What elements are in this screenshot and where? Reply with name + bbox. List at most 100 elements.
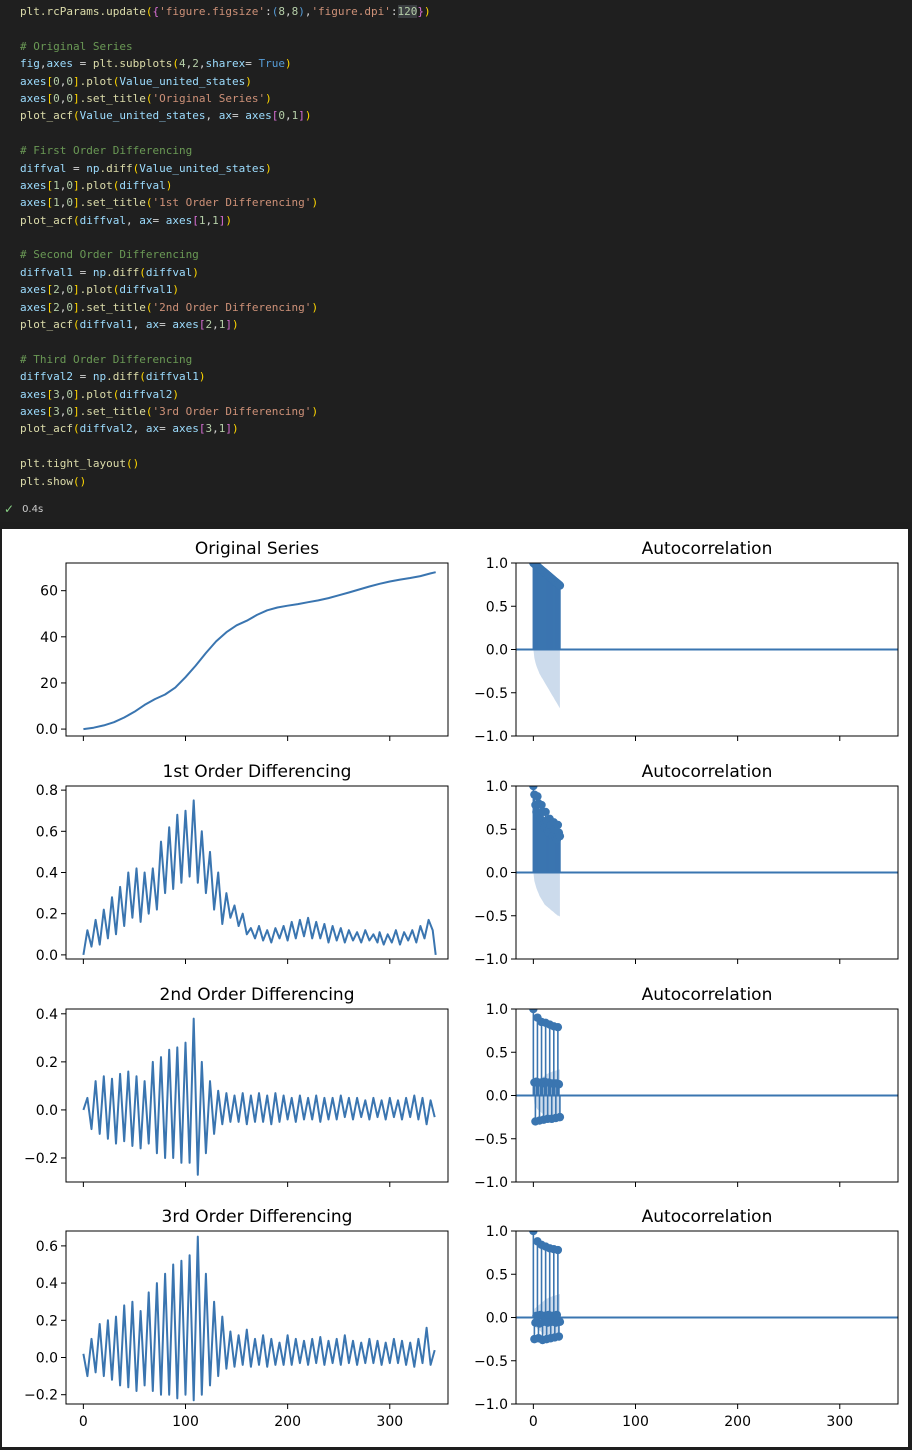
y-tick-label: 0.5 xyxy=(486,822,508,838)
code-line[interactable]: ​ xyxy=(20,333,431,350)
y-tick-label: −1.0 xyxy=(474,729,508,745)
code-cell[interactable]: plt.rcParams.update({'figure.figsize':(8… xyxy=(0,0,912,522)
series-plot: Original Series 0.0 20 40 60 xyxy=(36,539,449,741)
code-line[interactable]: axes[3,0].set_title('3rd Order Differenc… xyxy=(20,403,431,420)
code-token: , xyxy=(59,404,67,418)
code-token: , xyxy=(59,178,67,192)
code-line[interactable]: ​ xyxy=(20,20,431,37)
acf-marker xyxy=(541,807,550,817)
code-token: .plot xyxy=(79,74,113,88)
code-token: = xyxy=(72,370,93,384)
code-line[interactable]: plot_acf(diffval1, ax= axes[2,1]) xyxy=(20,316,431,333)
code-token: axes xyxy=(172,318,199,332)
code-token: [ xyxy=(198,318,206,332)
code-token: ) xyxy=(172,283,179,297)
code-token: 8 xyxy=(278,5,285,18)
code-line[interactable]: ​ xyxy=(20,229,431,246)
acf-marker xyxy=(555,831,565,841)
code-line[interactable]: plt.rcParams.update({'figure.figsize':(8… xyxy=(20,3,431,20)
code-line[interactable]: # Second Order Differencing xyxy=(20,246,431,263)
plot-area xyxy=(516,786,898,917)
code-token: 0 xyxy=(66,404,73,418)
code-token: : xyxy=(390,5,398,18)
code-token: 1 xyxy=(212,213,219,227)
code-line[interactable]: fig,axes = plt.subplots(4,2,sharex= True… xyxy=(20,55,431,72)
plot-area xyxy=(82,799,437,956)
code-line[interactable]: ​ xyxy=(20,438,431,455)
code-token: [ xyxy=(46,74,54,88)
code-editor[interactable]: plt.rcParams.update({'figure.figsize':(8… xyxy=(20,3,431,490)
code-line[interactable]: axes[3,0].plot(diffval2) xyxy=(20,386,431,403)
code-token: ( xyxy=(132,161,140,175)
code-token: np xyxy=(92,370,107,384)
code-token: 1 xyxy=(218,422,226,436)
code-token: .set_title xyxy=(79,404,146,418)
code-token: Value_united_states xyxy=(79,109,206,123)
code-token: ( xyxy=(112,387,120,401)
code-token: { xyxy=(152,5,160,18)
code-line[interactable]: # First Order Differencing xyxy=(20,142,431,159)
plot-title: Autocorrelation xyxy=(642,1207,773,1227)
x-tick-label: 200 xyxy=(724,1414,751,1430)
code-token: , xyxy=(125,213,140,227)
code-line[interactable]: # Third Order Differencing xyxy=(20,351,431,368)
acf-plot: Autocorrelation −1.0 −0.5 0.0 0.5 1.0 xyxy=(474,985,899,1191)
code-token: diffval2 xyxy=(79,422,133,436)
code-token: , xyxy=(59,74,67,88)
code-line[interactable]: diffval1 = np.diff(diffval) xyxy=(20,264,431,281)
code-line[interactable]: plot_acf(diffval, ax= axes[1,1]) xyxy=(20,212,431,229)
code-line[interactable]: axes[0,0].plot(Value_united_states) xyxy=(20,73,431,90)
y-tick-label: 1.0 xyxy=(486,1224,508,1240)
code-token: axes xyxy=(20,283,47,297)
code-line[interactable]: axes[1,0].plot(diffval) xyxy=(20,177,431,194)
code-token: () xyxy=(72,474,87,488)
code-token: .plot xyxy=(79,178,113,192)
code-line[interactable]: diffval = np.diff(Value_united_states) xyxy=(20,160,431,177)
code-line[interactable]: # Original Series xyxy=(20,38,431,55)
code-token: fig xyxy=(20,57,40,71)
code-token: ax xyxy=(139,213,153,227)
code-line[interactable]: axes[2,0].plot(diffval1) xyxy=(20,281,431,298)
code-line[interactable]: axes[1,0].set_title('1st Order Differenc… xyxy=(20,194,431,211)
code-token: axes xyxy=(165,213,193,227)
code-line[interactable]: plot_acf(Value_united_states, ax= axes[0… xyxy=(20,107,431,124)
series-line xyxy=(83,571,436,731)
code-token: = xyxy=(66,161,87,175)
code-line[interactable]: plt.show() xyxy=(20,473,431,490)
code-line[interactable]: axes[0,0].set_title('Original Series') xyxy=(20,90,431,107)
code-token: = xyxy=(72,265,93,279)
code-line[interactable]: plt.tight_layout() xyxy=(20,455,431,472)
axes-frame xyxy=(65,562,449,737)
code-token: 'Original Series' xyxy=(152,91,266,105)
y-tick-label: 0.2 xyxy=(36,1055,58,1071)
code-token: axes xyxy=(172,422,199,436)
y-tick-label: 0.0 xyxy=(486,866,508,882)
code-token: diffval2 xyxy=(119,387,173,401)
code-line[interactable]: ​ xyxy=(20,125,431,142)
code-token: = xyxy=(231,109,246,123)
matplotlib-figure: Original Series 0.0 20 40 60 Autocorrelation −… xyxy=(24,539,899,1430)
code-token: ( xyxy=(72,422,80,436)
code-token: ( xyxy=(145,404,153,418)
y-tick-label: −1.0 xyxy=(474,1175,508,1191)
code-token: axes xyxy=(20,300,47,314)
plot-title: 3rd Order Differencing xyxy=(162,1207,353,1227)
code-token: plot_acf xyxy=(20,109,73,123)
acf-marker xyxy=(529,1009,538,1014)
code-line[interactable]: plot_acf(diffval2, ax= axes[3,1]) xyxy=(20,420,431,437)
code-token: diffval xyxy=(119,178,166,192)
code-token: [ xyxy=(46,300,54,314)
x-tick-label: 0 xyxy=(529,1414,538,1430)
code-token: ( xyxy=(72,213,80,227)
plot-title: Autocorrelation xyxy=(642,985,773,1005)
code-token: .set_title xyxy=(79,91,146,105)
axes-frame xyxy=(65,1008,449,1183)
code-token: ( xyxy=(112,283,120,297)
series-plot: 2nd Order Differencing −0.2 0.0 0.2 0.4 xyxy=(24,985,449,1187)
y-tick-label: −0.5 xyxy=(474,1354,508,1370)
y-tick-label: −0.2 xyxy=(24,1151,58,1167)
code-line[interactable]: diffval2 = np.diff(diffval1) xyxy=(20,368,431,385)
code-line[interactable]: axes[2,0].set_title('2nd Order Differenc… xyxy=(20,299,431,316)
y-tick-label: −0.2 xyxy=(24,1388,58,1404)
code-token: 0 xyxy=(66,387,73,401)
